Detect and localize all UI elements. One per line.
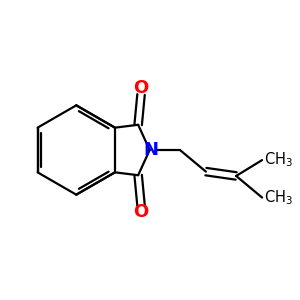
Text: CH$_3$: CH$_3$	[263, 189, 292, 208]
Text: O: O	[134, 79, 149, 97]
Text: N: N	[144, 141, 159, 159]
Text: O: O	[134, 203, 149, 221]
Text: CH$_3$: CH$_3$	[263, 150, 292, 169]
